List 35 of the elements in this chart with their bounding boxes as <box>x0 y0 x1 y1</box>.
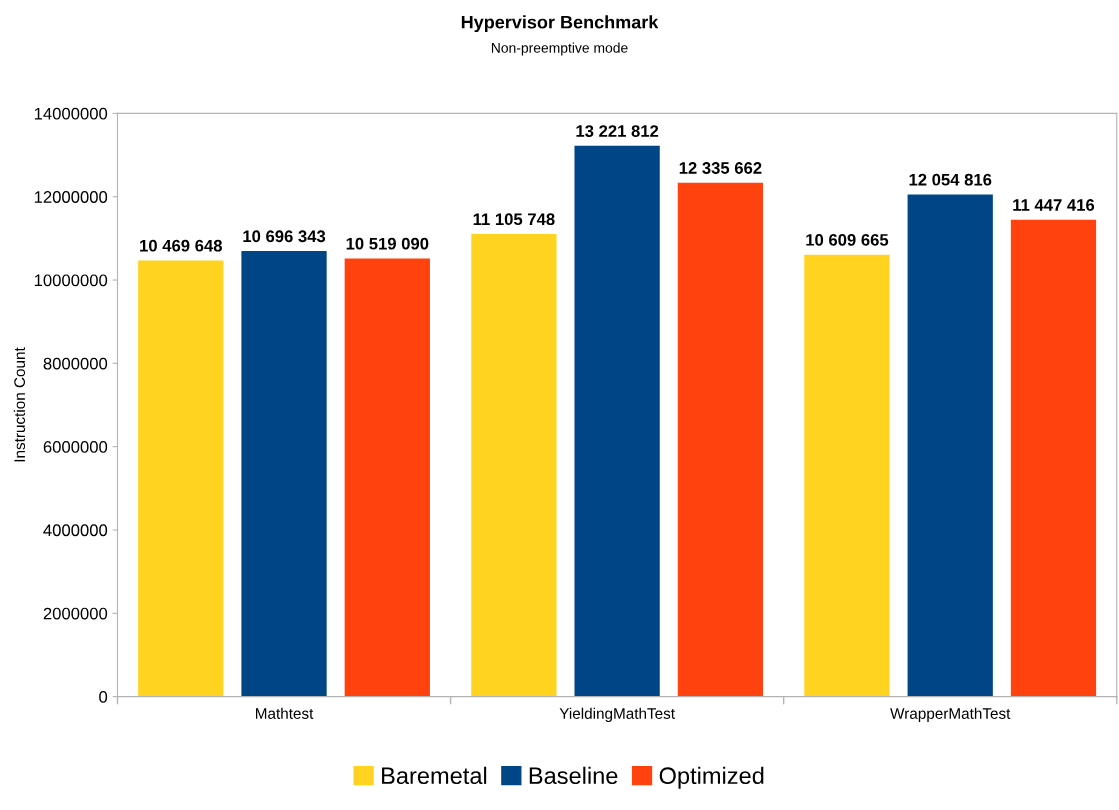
data-label: 11 105 748 <box>473 213 555 226</box>
bar <box>907 194 993 697</box>
x-tick-label: WrapperMathTest <box>890 707 1011 722</box>
bar <box>574 145 660 697</box>
data-label: 10 609 665 <box>806 233 889 246</box>
y-tick-label: 8000000 <box>43 357 108 370</box>
y-axis-title: Instruction Count <box>13 347 26 462</box>
legend-label: Baseline <box>529 766 618 785</box>
bar <box>1010 219 1097 697</box>
y-tick-label: 12000000 <box>34 191 108 203</box>
bar <box>344 258 430 697</box>
y-tick-label: 2000000 <box>43 607 108 620</box>
x-tick-label: YieldingMathTest <box>559 707 675 722</box>
y-tick-label: 0 <box>99 691 108 703</box>
data-label: 12 054 816 <box>909 173 992 186</box>
data-label: 10 469 648 <box>140 239 222 252</box>
data-label: 12 335 662 <box>679 162 762 174</box>
x-tick-label: Mathtest <box>256 707 314 719</box>
data-label: 10 519 090 <box>346 237 429 250</box>
chart-title: Hypervisor Benchmark <box>461 15 659 33</box>
y-tick-label: 10000000 <box>34 274 108 287</box>
bar <box>804 254 890 697</box>
y-tick-label: 14000000 <box>34 107 108 120</box>
chart-subtitle: Non-preemptive mode <box>491 42 628 56</box>
data-label: 13 221 812 <box>576 125 659 137</box>
data-label: 10 696 343 <box>243 230 326 243</box>
legend-label: Baremetal <box>382 766 487 785</box>
y-tick-label: 6000000 <box>43 441 108 453</box>
bar <box>241 251 327 697</box>
bar <box>471 233 557 697</box>
data-label: 11 447 416 <box>1013 199 1095 211</box>
bar <box>677 182 764 697</box>
y-tick-label: 4000000 <box>43 524 108 537</box>
legend-label: Optimized <box>659 766 764 789</box>
bar <box>138 260 224 697</box>
